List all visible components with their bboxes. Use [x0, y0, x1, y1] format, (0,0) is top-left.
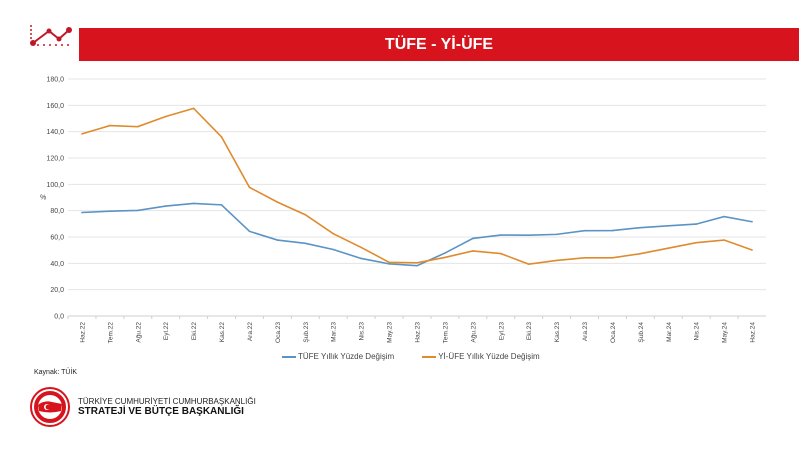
data-point [444, 252, 446, 254]
data-point [192, 202, 195, 205]
y-tick-label: 60,0 [50, 235, 64, 242]
series-line-tufe [81, 202, 753, 267]
x-tick-label: Ağu.23 [470, 322, 477, 343]
x-tick-label: Ara.22 [247, 322, 254, 342]
data-point [667, 225, 670, 227]
x-tick-label: Ara.23 [582, 322, 589, 342]
data-point [639, 252, 642, 255]
line-chart-logo-icon [30, 25, 72, 46]
y-tick-label: 180,0 [46, 77, 64, 84]
data-point [388, 263, 390, 265]
legend: TÜFE Yıllık Yüzde Değişim Yİ-ÜFE Yıllık … [282, 352, 540, 361]
data-point [667, 247, 670, 249]
data-point [611, 229, 614, 232]
legend-item-yiufe: Yİ-ÜFE Yıllık Yüzde Değişim [422, 352, 540, 361]
data-point [109, 210, 111, 212]
x-tick-label: Tem.22 [107, 322, 114, 344]
data-point [723, 215, 725, 218]
x-tick-label: May.24 [722, 322, 729, 343]
org-line1: TÜRKİYE CUMHURİYETİ CUMHURBAŞKANLIĞI [78, 397, 256, 406]
x-tick-label: May.23 [387, 322, 394, 343]
y-tick-label: 100,0 [46, 182, 64, 189]
x-tick-label: Haz.22 [79, 322, 86, 343]
data-point [220, 204, 223, 206]
data-point [499, 234, 502, 236]
org-line2: STRATEJİ VE BÜTÇE BAŞKANLIĞI [78, 406, 244, 417]
data-point [248, 186, 251, 189]
x-tick-label: Eki.22 [191, 322, 198, 340]
page-title: TÜFE - Yİ-ÜFE [384, 35, 494, 53]
data-point [416, 262, 418, 264]
x-tick-label: Oca.24 [610, 322, 617, 343]
y-tick-label: 140,0 [46, 129, 64, 136]
x-tick-label: Tem.23 [442, 322, 449, 344]
data-point [192, 107, 195, 110]
data-point [499, 252, 502, 255]
legend-item-tufe: TÜFE Yıllık Yüzde Değişim [282, 352, 394, 361]
x-tick-label: Eyl.22 [163, 322, 170, 340]
y-tick-label: 80,0 [50, 208, 64, 215]
data-point [583, 257, 586, 259]
data-point [472, 250, 474, 252]
x-tick-label: Eki.23 [526, 322, 533, 340]
x-tick-label: Haz.23 [415, 322, 422, 343]
data-point [109, 124, 111, 127]
data-point [611, 257, 614, 259]
data-point [304, 213, 307, 216]
data-point [360, 246, 362, 249]
data-point [472, 237, 474, 240]
y-tick-label: 20,0 [50, 287, 64, 294]
y-tick-label: 0,0 [54, 314, 64, 321]
data-point [137, 125, 139, 128]
data-point [751, 220, 753, 223]
data-point [332, 232, 335, 235]
x-tick-label: Nis.23 [359, 322, 366, 341]
data-point [81, 133, 83, 135]
y-axis-label: % [40, 195, 46, 202]
data-point [276, 201, 279, 203]
data-point [695, 223, 697, 225]
data-point [639, 226, 642, 229]
data-point [164, 205, 167, 207]
data-point [444, 256, 446, 259]
emblem-icon [30, 387, 70, 427]
org-logo: TÜRKİYE CUMHURİYETİ CUMHURBAŞKANLIĞI STR… [30, 387, 256, 427]
data-point [723, 239, 725, 241]
x-tick-label: Şub.24 [638, 322, 645, 343]
data-point [137, 209, 139, 212]
data-point [248, 230, 251, 233]
x-tick-label: Nis.24 [694, 322, 701, 341]
data-point [81, 211, 83, 214]
data-point [276, 239, 279, 241]
x-tick-label: Mar.23 [331, 322, 338, 342]
x-tick-label: Oca.23 [275, 322, 282, 343]
data-point [695, 241, 697, 244]
data-point [751, 249, 753, 251]
x-tick-label: Eyl.23 [498, 322, 505, 340]
line-chart: 0,0 20,0 40,0 60,0 80,0 100,0 120,0 140,0 160,0 1… [40, 77, 766, 344]
x-tick-label: Kas.23 [554, 322, 561, 343]
data-point [555, 259, 558, 262]
x-tick-label: Kas.22 [219, 322, 226, 343]
data-point [388, 261, 390, 264]
x-tick-label: Haz.24 [750, 322, 757, 343]
data-point [527, 234, 530, 236]
x-tick-label: Şub.23 [303, 322, 310, 343]
data-point [220, 136, 223, 138]
data-point [527, 263, 530, 265]
data-point [583, 229, 586, 232]
data-point [304, 242, 307, 245]
y-tick-label: 160,0 [46, 103, 64, 110]
y-tick-label: 120,0 [46, 156, 64, 163]
x-tick-label: Mar.24 [666, 322, 673, 342]
title-banner: TÜFE - Yİ-ÜFE [79, 28, 799, 61]
y-tick-label: 40,0 [50, 261, 64, 268]
data-point [416, 264, 418, 267]
source-note: Kaynak: TÜİK [34, 369, 78, 376]
data-point [555, 233, 558, 236]
data-point [360, 257, 362, 260]
data-point [164, 115, 167, 118]
x-tick-label: Ağu.22 [135, 322, 142, 343]
data-point [332, 248, 335, 251]
